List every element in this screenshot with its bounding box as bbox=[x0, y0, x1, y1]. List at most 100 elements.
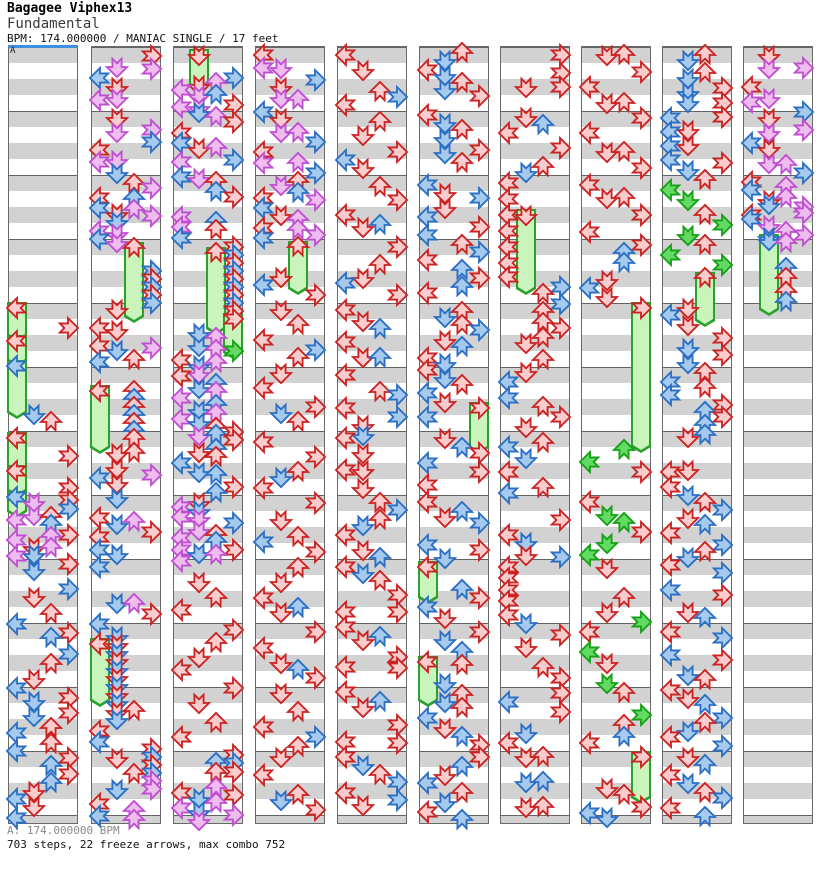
note-arrow-down bbox=[21, 586, 47, 609]
note-arrow-down bbox=[186, 441, 212, 464]
note-arrow-right bbox=[630, 232, 653, 258]
note-arrow-right bbox=[140, 203, 163, 229]
note-arrow-down bbox=[675, 720, 701, 743]
note-arrow-right bbox=[468, 239, 491, 265]
note-arrow-left bbox=[497, 264, 520, 290]
note-arrow-left bbox=[88, 378, 111, 404]
note-arrow-down bbox=[432, 127, 458, 150]
note-arrow-down bbox=[104, 457, 130, 480]
note-arrow-up bbox=[611, 511, 637, 534]
bpm-marker-label: A bbox=[10, 46, 16, 56]
note-arrow-down bbox=[594, 806, 620, 829]
note-arrow-down bbox=[268, 682, 294, 705]
note-arrow-up bbox=[449, 275, 475, 298]
note-arrow-down bbox=[186, 692, 212, 715]
note-arrow-down bbox=[350, 562, 376, 585]
note-arrow-down bbox=[513, 106, 539, 129]
note-arrow-up bbox=[773, 290, 799, 313]
note-arrow-left bbox=[5, 611, 28, 637]
note-arrow-right bbox=[304, 539, 327, 565]
note-arrow-down bbox=[594, 777, 620, 800]
note-arrow-right bbox=[549, 404, 572, 430]
note-arrow-left bbox=[5, 353, 28, 379]
note-arrow-down bbox=[350, 794, 376, 817]
note-arrow-up bbox=[285, 735, 311, 758]
note-arrow-right bbox=[711, 560, 734, 586]
note-arrow-up bbox=[692, 693, 718, 716]
note-arrow-left bbox=[416, 532, 439, 558]
chart-column-8 bbox=[578, 43, 653, 829]
note-arrow-down bbox=[513, 544, 539, 567]
note-arrow-left bbox=[5, 484, 28, 510]
note-arrow-left bbox=[578, 74, 601, 100]
note-arrow-left bbox=[334, 457, 357, 483]
chart-column-10 bbox=[740, 44, 815, 824]
note-arrow-down bbox=[350, 629, 376, 652]
freeze-body bbox=[631, 302, 651, 453]
note-arrow-left bbox=[416, 222, 439, 248]
note-arrow-down bbox=[675, 426, 701, 449]
note-arrow-up bbox=[692, 606, 718, 629]
note-arrow-down bbox=[186, 571, 212, 594]
note-arrow-left bbox=[416, 705, 439, 731]
note-arrow-right bbox=[57, 315, 80, 341]
note-arrow-up bbox=[530, 476, 556, 499]
note-arrow-left bbox=[252, 375, 275, 401]
note-arrow-right bbox=[222, 338, 245, 364]
note-arrow-right bbox=[386, 234, 409, 260]
note-arrow-left bbox=[659, 302, 682, 328]
note-arrow-up bbox=[692, 43, 718, 66]
note-arrow-up bbox=[530, 795, 556, 818]
note-arrow-down bbox=[186, 362, 212, 385]
note-arrow-right bbox=[711, 497, 734, 523]
note-arrow-left bbox=[88, 631, 111, 657]
note-arrow-up bbox=[203, 711, 229, 734]
note-arrow-left bbox=[416, 450, 439, 476]
note-arrow-right bbox=[140, 129, 163, 155]
note-arrow-down bbox=[21, 668, 47, 691]
note-arrow-right bbox=[468, 537, 491, 563]
note-arrow-right bbox=[304, 665, 327, 691]
note-arrow-down bbox=[104, 487, 130, 510]
note-arrow-down bbox=[432, 607, 458, 630]
note-arrow-right bbox=[222, 109, 245, 135]
note-arrow-down bbox=[513, 204, 539, 227]
note-arrow-right bbox=[468, 265, 491, 291]
note-arrow-right bbox=[386, 382, 409, 408]
note-arrow-left bbox=[659, 762, 682, 788]
note-arrow-right bbox=[711, 342, 734, 368]
note-arrow-left bbox=[740, 206, 763, 232]
note-arrow-left bbox=[659, 642, 682, 668]
note-arrow-down bbox=[186, 461, 212, 484]
note-arrow-up bbox=[530, 113, 556, 136]
note-arrow-left bbox=[578, 172, 601, 198]
note-arrow-left bbox=[416, 57, 439, 83]
note-arrow-right bbox=[304, 797, 327, 823]
note-arrow-left bbox=[334, 522, 357, 548]
note-arrow-up bbox=[203, 136, 229, 159]
note-arrow-left bbox=[497, 689, 520, 715]
note-arrow-left bbox=[5, 675, 28, 701]
note-arrow-right bbox=[468, 137, 491, 163]
note-arrow-left bbox=[334, 42, 357, 68]
note-arrow-down bbox=[268, 466, 294, 489]
chart-meta: BPM: 174.000000 / MANIAC SINGLE / 17 fee… bbox=[7, 32, 279, 45]
note-arrow-down bbox=[594, 504, 620, 527]
note-arrow-left bbox=[334, 780, 357, 806]
note-arrow-down bbox=[268, 652, 294, 675]
note-arrow-up bbox=[449, 781, 475, 804]
note-arrow-right bbox=[222, 675, 245, 701]
freeze-body bbox=[516, 209, 536, 295]
note-arrow-down bbox=[350, 59, 376, 82]
note-arrow-down bbox=[268, 362, 294, 385]
note-arrow-up bbox=[285, 525, 311, 548]
note-arrow-down bbox=[104, 674, 130, 697]
note-arrow-left bbox=[497, 434, 520, 460]
note-arrow-right bbox=[304, 444, 327, 470]
note-arrow-down bbox=[675, 459, 701, 482]
note-arrow-down bbox=[350, 696, 376, 719]
note-arrow-left bbox=[5, 738, 28, 764]
note-arrow-down bbox=[104, 231, 130, 254]
note-arrow-up bbox=[449, 578, 475, 601]
note-arrow-down bbox=[432, 306, 458, 329]
